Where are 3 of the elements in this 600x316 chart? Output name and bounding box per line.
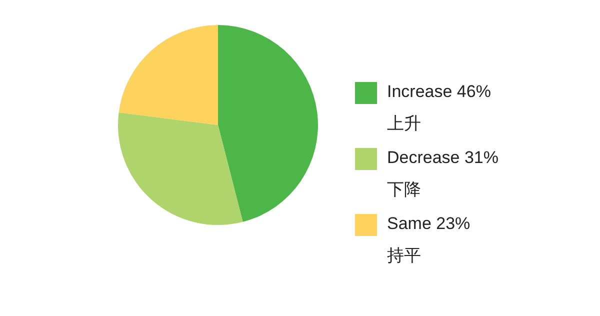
- legend-label: Increase 46% 上升: [387, 81, 491, 135]
- legend-label: Same 23% 持平: [387, 213, 470, 267]
- legend-label: Decrease 31% 下降: [387, 147, 499, 201]
